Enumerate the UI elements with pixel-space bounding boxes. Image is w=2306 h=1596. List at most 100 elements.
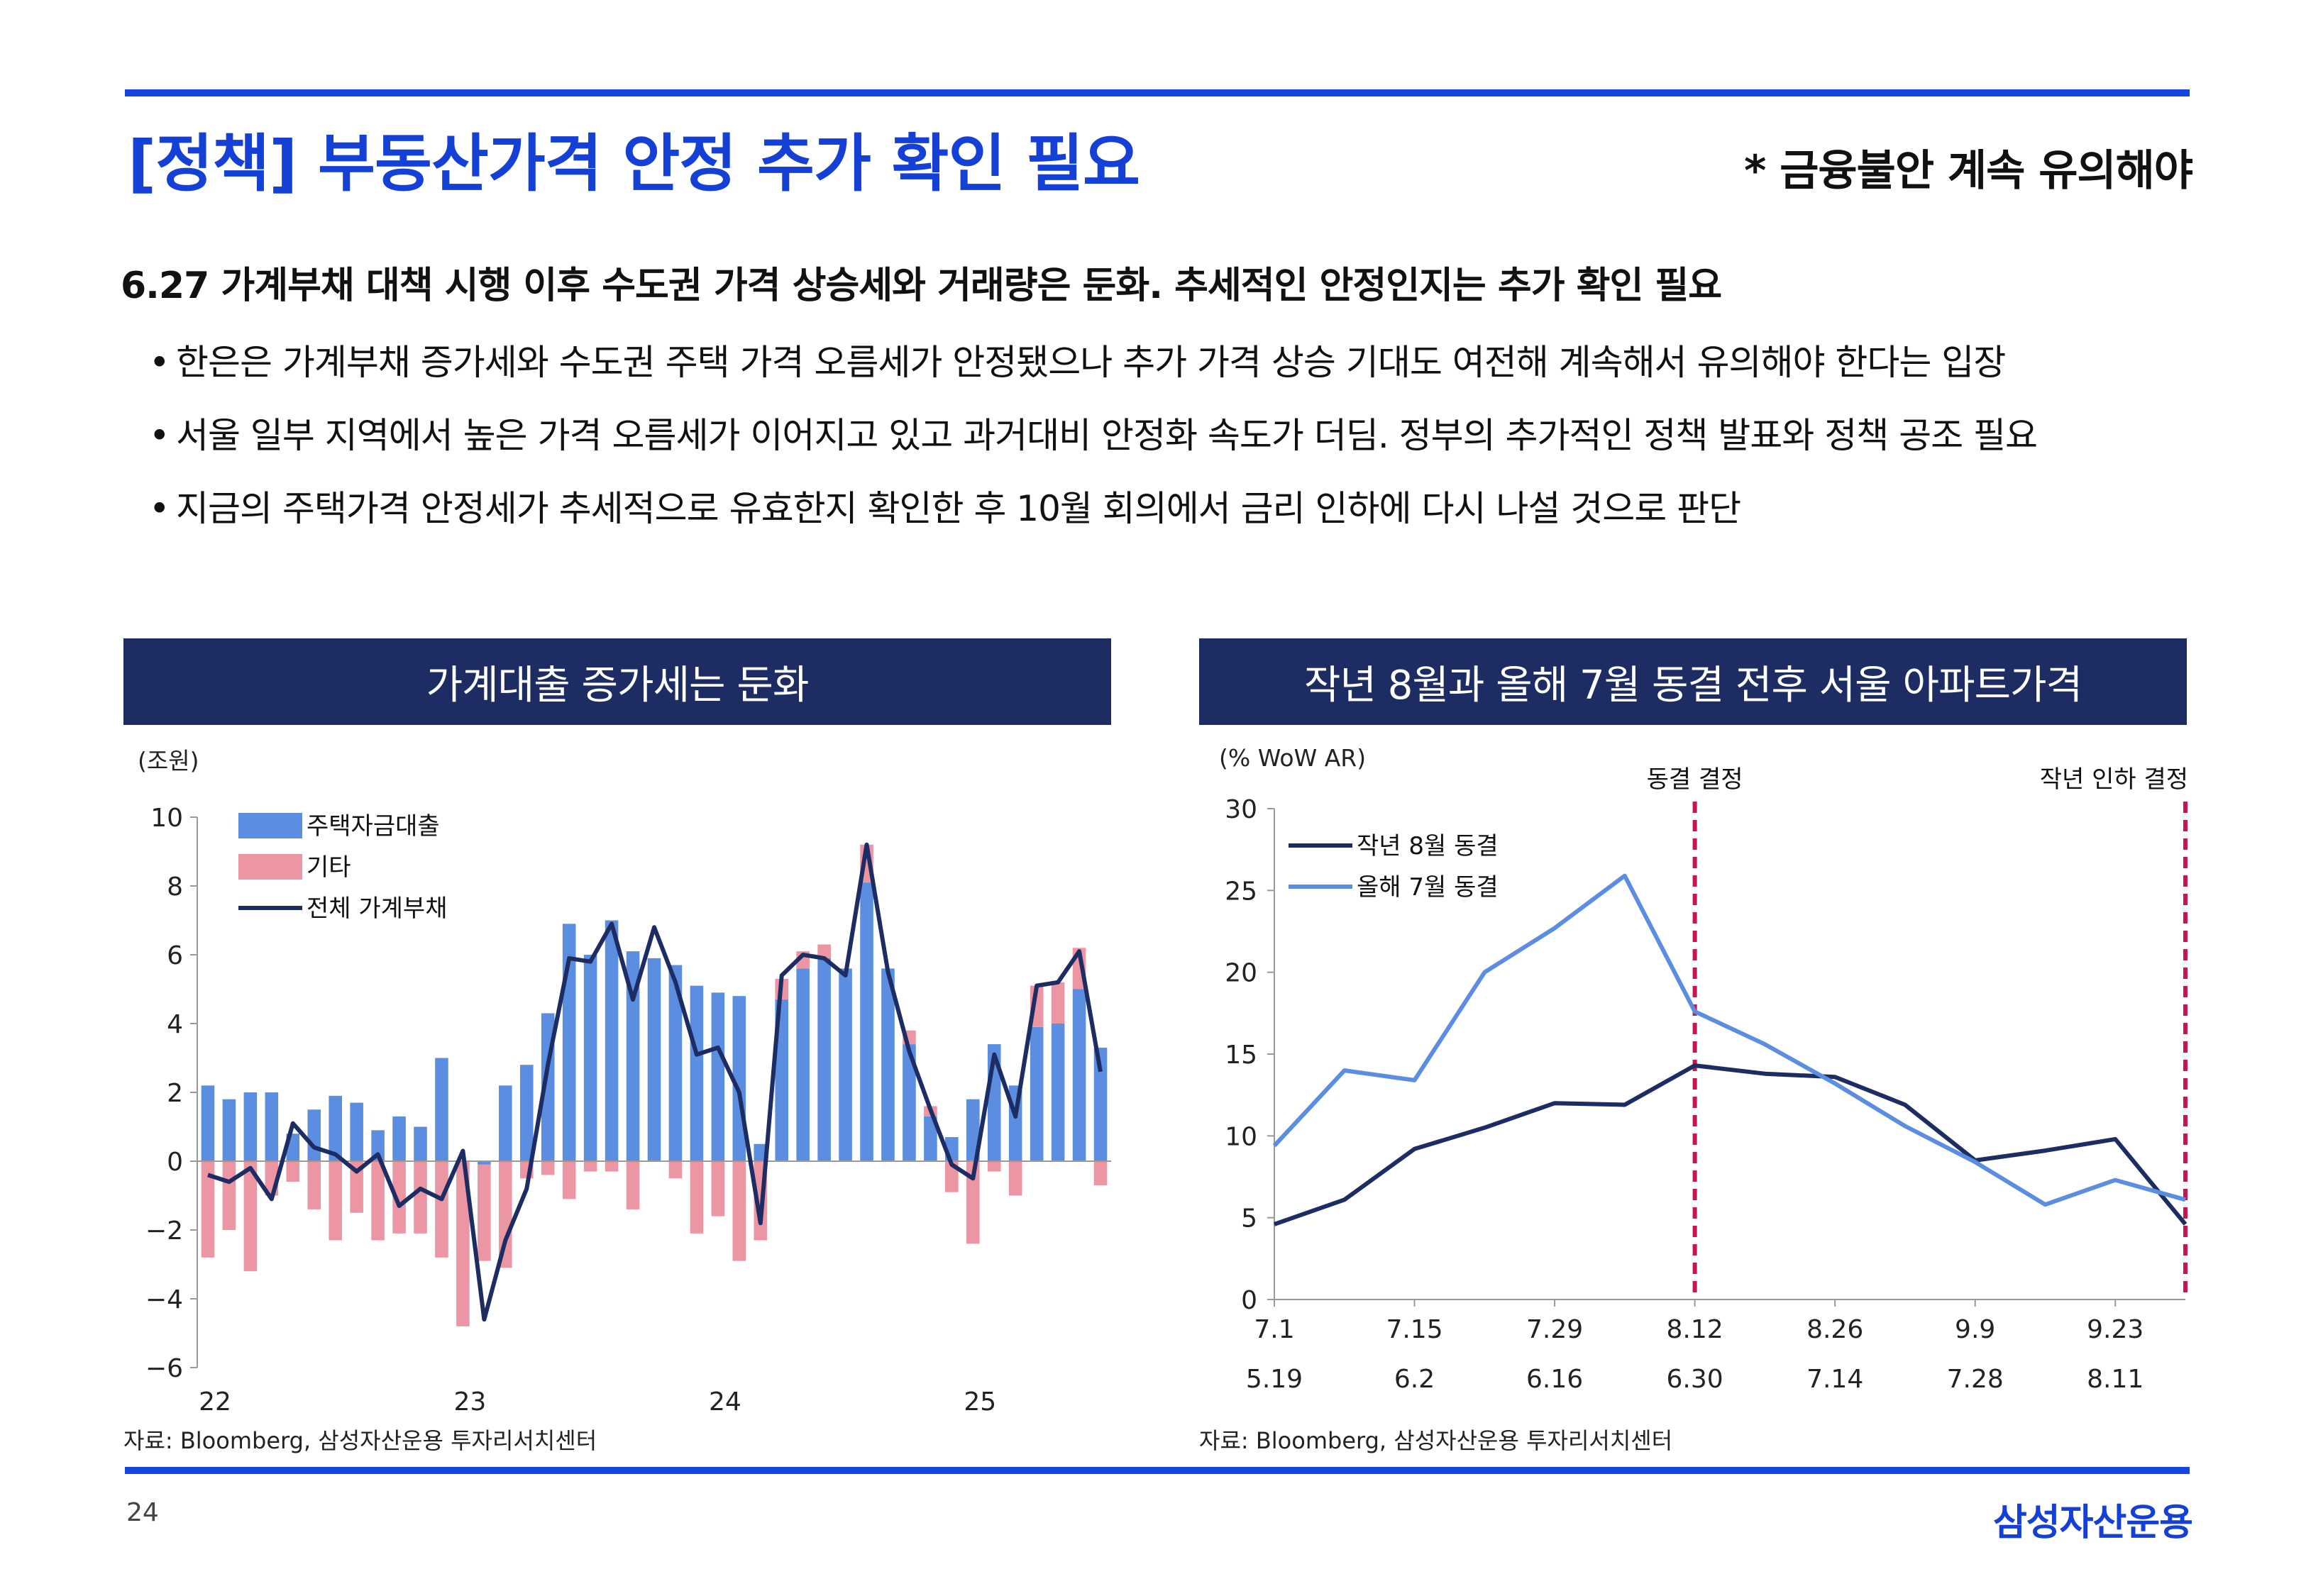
bullet-dot: • [149,488,170,529]
y-tick-label: −6 [145,1354,183,1383]
x-tick-label: 23 [454,1387,487,1417]
x-tick-label-top: 7.29 [1526,1315,1583,1344]
total-household-debt-line [207,842,1103,1322]
housing-loan-bar [647,958,661,1161]
y-tick-label: 0 [1241,1286,1257,1315]
housing-loan-bar [1030,1026,1044,1161]
housing-loan-bar [796,968,810,1161]
housing-loan-bar [690,985,704,1161]
other-loan-bar [541,1161,555,1175]
bullet-list: • 한은은 가계부채 증가세와 수도권 주택 가격 오름세가 안정됐으나 추가 가… [149,326,2038,545]
other-loan-bar [966,1161,980,1244]
housing-loan-bar [499,1085,512,1161]
other-loan-bar [562,1161,576,1199]
other-loan-bar [307,1161,321,1209]
y-tick-label: 8 [167,872,183,902]
y-tick-label: −4 [145,1285,183,1314]
bullet-dot: • [149,342,170,383]
other-loan-bar [243,1161,258,1272]
x-tick-label-top: 8.12 [1667,1315,1723,1344]
x-tick-label-bottom: 7.14 [1806,1365,1863,1394]
legend-other-label: 기타 [307,853,351,882]
y-axis-unit-label: (조원) [138,747,199,775]
other-loan-bar [371,1161,385,1241]
x-tick-label: 24 [709,1387,741,1417]
housing-loan-bar [222,1099,236,1161]
housing-loan-bar [711,992,725,1161]
y-tick-label: 20 [1225,959,1257,988]
y-tick-label: 5 [1241,1204,1257,1234]
top-rule [125,89,2190,96]
housing-loan-bar [668,965,683,1161]
housing-loan-bar [329,1095,342,1161]
housing-loan-bar [392,1116,406,1161]
seoul-apartment-price-chart: (% WoW AR) 30 25 20 15 10 5 07.1 5.19 7.15 6.2 7.29… [1219,744,2188,1394]
other-loan-bar [583,1161,597,1172]
right-chart-source: 자료: Bloomberg, 삼성자산운용 투자리서치센터 [1199,1427,1673,1454]
other-loan-bar [414,1161,427,1234]
housing-loan-bar [1072,989,1086,1161]
other-loan-bar [605,1161,619,1172]
other-loan-bar [201,1161,215,1258]
housing-loan-bar [1093,1047,1108,1161]
other-loan-bar [987,1161,1001,1172]
housing-loan-bar [605,920,619,1161]
legend-housing-swatch [238,813,302,838]
other-loan-bar [350,1161,363,1213]
y-tick-label: 10 [1225,1122,1257,1151]
bullet-item: • 서울 일부 지역에서 높은 가격 오름세가 이어지고 있고 과거대비 안정화 … [149,399,2038,472]
bullet-dot: • [149,415,170,456]
bullet-text: 한은은 가계부채 증가세와 수도권 주택 가격 오름세가 안정됐으나 추가 가격… [176,342,2006,383]
y-tick-label: 4 [167,1010,183,1039]
other-loan-bar [329,1161,342,1241]
other-loan-bar [817,944,831,958]
policy-marker-label: 동결 결정 [1647,765,1743,794]
policy-marker-label: 작년 인하 결정 [2040,765,2188,794]
legend-line-label: 올해 7월 동결 [1357,873,1499,902]
housing-loan-bar [817,958,831,1161]
other-loan-bar [690,1161,704,1234]
bullet-text: 서울 일부 지역에서 높은 가격 오름세가 이어지고 있고 과거대비 안정화 속… [176,415,2038,456]
other-loan-bar [222,1161,236,1230]
other-loan-bar [499,1161,512,1268]
right-chart-title: 작년 8월과 올해 7월 동결 전후 서울 아파트가격 [1199,638,2187,725]
legend-other-swatch [238,854,302,880]
housing-loan-bar [1051,1024,1065,1161]
housing-loan-bar [881,968,895,1161]
housing-loan-bar [371,1130,385,1161]
housing-loan-bar [519,1065,534,1161]
other-loan-bar [1051,982,1065,1024]
left-chart-source: 자료: Bloomberg, 삼성자산운용 투자리서치센터 [123,1427,597,1454]
y-tick-label: 30 [1225,795,1257,824]
other-loan-bar [392,1161,406,1234]
y-tick-label: 0 [167,1148,183,1177]
page-subnote: * 금융불안 계속 유의해야 [1743,146,2193,196]
housing-loan-bar [903,1044,916,1161]
other-loan-bar [626,1161,640,1209]
x-tick-label-bottom: 7.28 [1947,1365,2004,1394]
x-tick-label-top: 7.1 [1254,1315,1294,1344]
housing-loan-bar [435,1058,448,1161]
other-loan-bar [732,1161,746,1261]
housing-loan-bar [860,882,873,1161]
y-axis-unit-label: (% WoW AR) [1219,744,1366,772]
legend-housing-label: 주택자금대출 [307,812,440,841]
other-loan-bar [286,1161,300,1182]
bullet-text: 지금의 주택가격 안정세가 추세적으로 유효한지 확인한 후 10월 회의에서 … [176,488,1741,529]
other-loan-bar [711,1161,725,1217]
other-loan-bar [1008,1161,1022,1196]
legend-line-label: 작년 8월 동결 [1357,832,1499,860]
housing-loan-bar [243,1092,258,1161]
housing-loan-bar [350,1102,363,1161]
housing-loan-bar [839,968,852,1161]
page-number: 24 [126,1498,159,1527]
housing-loan-bar [478,1161,491,1165]
housing-loan-bar [754,1143,768,1161]
y-tick-label: 2 [167,1079,183,1108]
housing-loan-bar [966,1099,980,1161]
x-tick-label: 25 [964,1387,996,1417]
y-tick-label: 10 [150,804,183,833]
bullet-item: • 지금의 주택가격 안정세가 추세적으로 유효한지 확인한 후 10월 회의에서… [149,472,2037,545]
bullet-item: • 한은은 가계부채 증가세와 수도권 주택 가격 오름세가 안정됐으나 추가 가… [149,326,2037,399]
